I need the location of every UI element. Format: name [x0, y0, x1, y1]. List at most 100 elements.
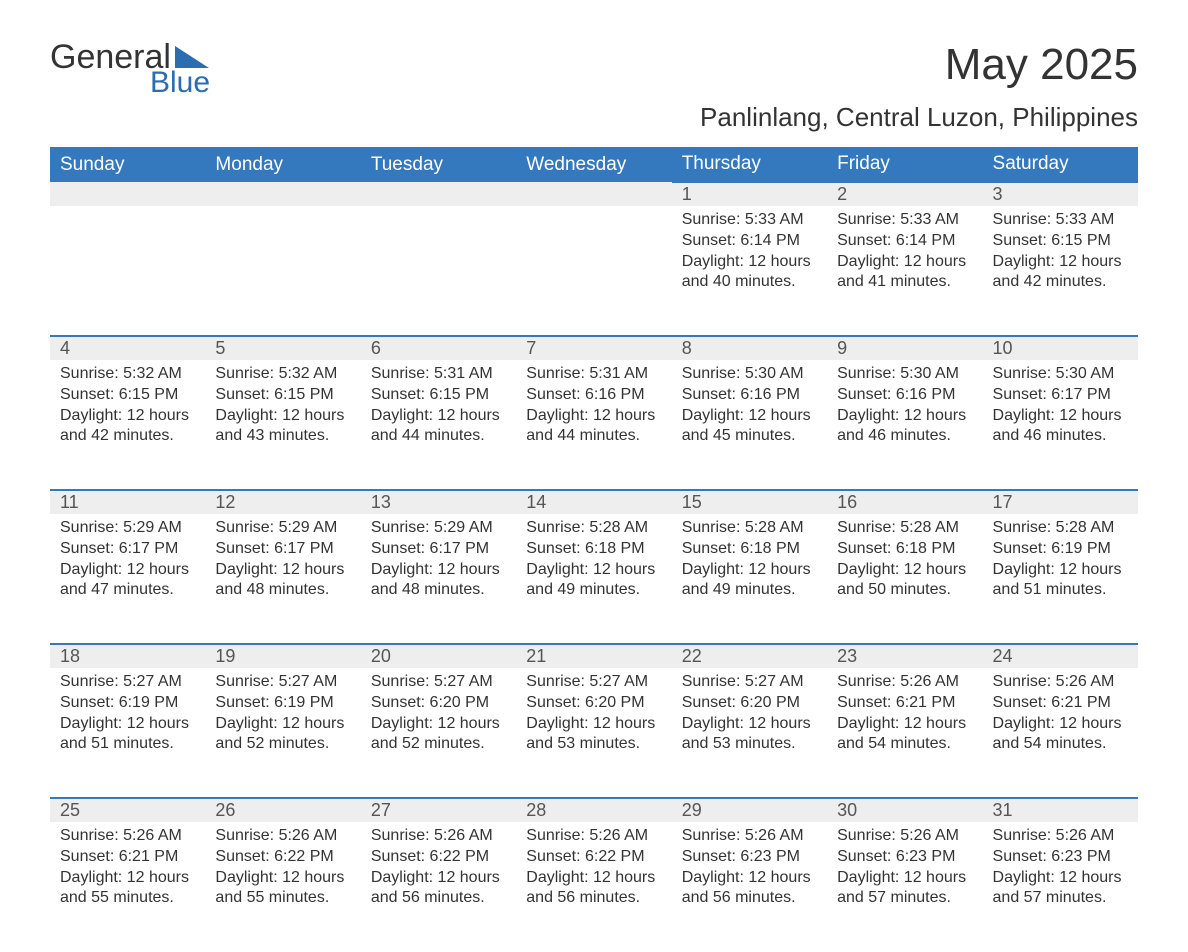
daylight-line: Daylight: 12 hours and 42 minutes.: [993, 252, 1128, 294]
sunset-line: Sunset: 6:15 PM: [215, 385, 350, 406]
daylight-line: Daylight: 12 hours and 48 minutes.: [215, 560, 350, 602]
day-number: 15: [672, 490, 827, 514]
sunset-line: Sunset: 6:22 PM: [371, 847, 506, 868]
sunset-line: Sunset: 6:23 PM: [993, 847, 1128, 868]
sunrise-line: Sunrise: 5:26 AM: [215, 826, 350, 847]
sunset-line: Sunset: 6:15 PM: [993, 231, 1128, 252]
sunrise-line: Sunrise: 5:26 AM: [837, 672, 972, 693]
daylight-line: Daylight: 12 hours and 48 minutes.: [371, 560, 506, 602]
day-cell: Sunrise: 5:27 AMSunset: 6:20 PMDaylight:…: [672, 668, 827, 798]
sunset-line: Sunset: 6:18 PM: [837, 539, 972, 560]
sunset-line: Sunset: 6:14 PM: [837, 231, 972, 252]
day-cell: Sunrise: 5:31 AMSunset: 6:16 PMDaylight:…: [516, 360, 671, 490]
daylight-line: Daylight: 12 hours and 55 minutes.: [60, 868, 195, 910]
sunrise-line: Sunrise: 5:26 AM: [371, 826, 506, 847]
daylight-line: Daylight: 12 hours and 57 minutes.: [837, 868, 972, 910]
day-cell: Sunrise: 5:30 AMSunset: 6:17 PMDaylight:…: [983, 360, 1138, 490]
page-title: May 2025: [945, 40, 1138, 90]
empty-daycell: [50, 206, 205, 336]
sunrise-line: Sunrise: 5:31 AM: [371, 364, 506, 385]
daylight-line: Daylight: 12 hours and 47 minutes.: [60, 560, 195, 602]
sunrise-line: Sunrise: 5:28 AM: [682, 518, 817, 539]
daylight-line: Daylight: 12 hours and 51 minutes.: [993, 560, 1128, 602]
logo-word2: Blue: [150, 68, 210, 98]
daylight-line: Daylight: 12 hours and 51 minutes.: [60, 714, 195, 756]
daylight-line: Daylight: 12 hours and 55 minutes.: [215, 868, 350, 910]
day-number: 29: [672, 798, 827, 822]
sunset-line: Sunset: 6:23 PM: [682, 847, 817, 868]
calendar-body: 123Sunrise: 5:33 AMSunset: 6:14 PMDaylig…: [50, 182, 1138, 952]
day-cell: Sunrise: 5:28 AMSunset: 6:18 PMDaylight:…: [672, 514, 827, 644]
sunrise-line: Sunrise: 5:28 AM: [837, 518, 972, 539]
empty-daycell: [361, 206, 516, 336]
daylight-line: Daylight: 12 hours and 54 minutes.: [993, 714, 1128, 756]
weekday-header: Friday: [827, 147, 982, 182]
day-number: 10: [983, 336, 1138, 360]
sunset-line: Sunset: 6:16 PM: [682, 385, 817, 406]
sunset-line: Sunset: 6:16 PM: [526, 385, 661, 406]
sunset-line: Sunset: 6:17 PM: [993, 385, 1128, 406]
daylight-line: Daylight: 12 hours and 46 minutes.: [837, 406, 972, 448]
day-number: 7: [516, 336, 671, 360]
sunrise-line: Sunrise: 5:30 AM: [837, 364, 972, 385]
weekday-header: Sunday: [50, 147, 205, 182]
sunset-line: Sunset: 6:22 PM: [526, 847, 661, 868]
day-cell: Sunrise: 5:27 AMSunset: 6:20 PMDaylight:…: [361, 668, 516, 798]
day-cell: Sunrise: 5:29 AMSunset: 6:17 PMDaylight:…: [361, 514, 516, 644]
day-number: 17: [983, 490, 1138, 514]
sunset-line: Sunset: 6:23 PM: [837, 847, 972, 868]
daylight-line: Daylight: 12 hours and 54 minutes.: [837, 714, 972, 756]
logo-triangle-icon: [175, 46, 209, 68]
sunrise-line: Sunrise: 5:33 AM: [993, 210, 1128, 231]
sunrise-line: Sunrise: 5:26 AM: [526, 826, 661, 847]
sunrise-line: Sunrise: 5:32 AM: [60, 364, 195, 385]
day-number: 28: [516, 798, 671, 822]
sunrise-line: Sunrise: 5:31 AM: [526, 364, 661, 385]
day-number: 16: [827, 490, 982, 514]
day-cell: Sunrise: 5:26 AMSunset: 6:22 PMDaylight:…: [361, 822, 516, 952]
sunset-line: Sunset: 6:20 PM: [371, 693, 506, 714]
day-number: 8: [672, 336, 827, 360]
daylight-line: Daylight: 12 hours and 52 minutes.: [215, 714, 350, 756]
sunrise-line: Sunrise: 5:26 AM: [993, 826, 1128, 847]
sunrise-line: Sunrise: 5:33 AM: [837, 210, 972, 231]
sunrise-line: Sunrise: 5:27 AM: [682, 672, 817, 693]
sunset-line: Sunset: 6:17 PM: [60, 539, 195, 560]
day-cell: Sunrise: 5:28 AMSunset: 6:18 PMDaylight:…: [827, 514, 982, 644]
weekday-header: Monday: [205, 147, 360, 182]
day-cell: Sunrise: 5:26 AMSunset: 6:22 PMDaylight:…: [516, 822, 671, 952]
daylight-line: Daylight: 12 hours and 42 minutes.: [60, 406, 195, 448]
daylight-line: Daylight: 12 hours and 46 minutes.: [993, 406, 1128, 448]
day-number: 23: [827, 644, 982, 668]
day-number: 21: [516, 644, 671, 668]
sunset-line: Sunset: 6:20 PM: [526, 693, 661, 714]
sunset-line: Sunset: 6:19 PM: [215, 693, 350, 714]
sunrise-line: Sunrise: 5:26 AM: [837, 826, 972, 847]
day-cell: Sunrise: 5:29 AMSunset: 6:17 PMDaylight:…: [205, 514, 360, 644]
day-number: 22: [672, 644, 827, 668]
day-number: 3: [983, 182, 1138, 206]
day-number: 27: [361, 798, 516, 822]
daylight-line: Daylight: 12 hours and 44 minutes.: [526, 406, 661, 448]
sunrise-line: Sunrise: 5:30 AM: [993, 364, 1128, 385]
day-cell: Sunrise: 5:33 AMSunset: 6:14 PMDaylight:…: [672, 206, 827, 336]
sunrise-line: Sunrise: 5:26 AM: [682, 826, 817, 847]
empty-daynum: [205, 182, 360, 206]
daylight-line: Daylight: 12 hours and 49 minutes.: [682, 560, 817, 602]
day-cell: Sunrise: 5:33 AMSunset: 6:15 PMDaylight:…: [983, 206, 1138, 336]
sunset-line: Sunset: 6:19 PM: [60, 693, 195, 714]
sunrise-line: Sunrise: 5:29 AM: [60, 518, 195, 539]
sunrise-line: Sunrise: 5:29 AM: [215, 518, 350, 539]
day-cell: Sunrise: 5:31 AMSunset: 6:15 PMDaylight:…: [361, 360, 516, 490]
sunset-line: Sunset: 6:19 PM: [993, 539, 1128, 560]
day-cell: Sunrise: 5:26 AMSunset: 6:21 PMDaylight:…: [50, 822, 205, 952]
day-number: 4: [50, 336, 205, 360]
daylight-line: Daylight: 12 hours and 53 minutes.: [682, 714, 817, 756]
daylight-line: Daylight: 12 hours and 41 minutes.: [837, 252, 972, 294]
weekday-header: Saturday: [983, 147, 1138, 182]
daylight-line: Daylight: 12 hours and 56 minutes.: [526, 868, 661, 910]
day-number: 13: [361, 490, 516, 514]
sunrise-line: Sunrise: 5:33 AM: [682, 210, 817, 231]
day-number: 9: [827, 336, 982, 360]
empty-daynum: [361, 182, 516, 206]
